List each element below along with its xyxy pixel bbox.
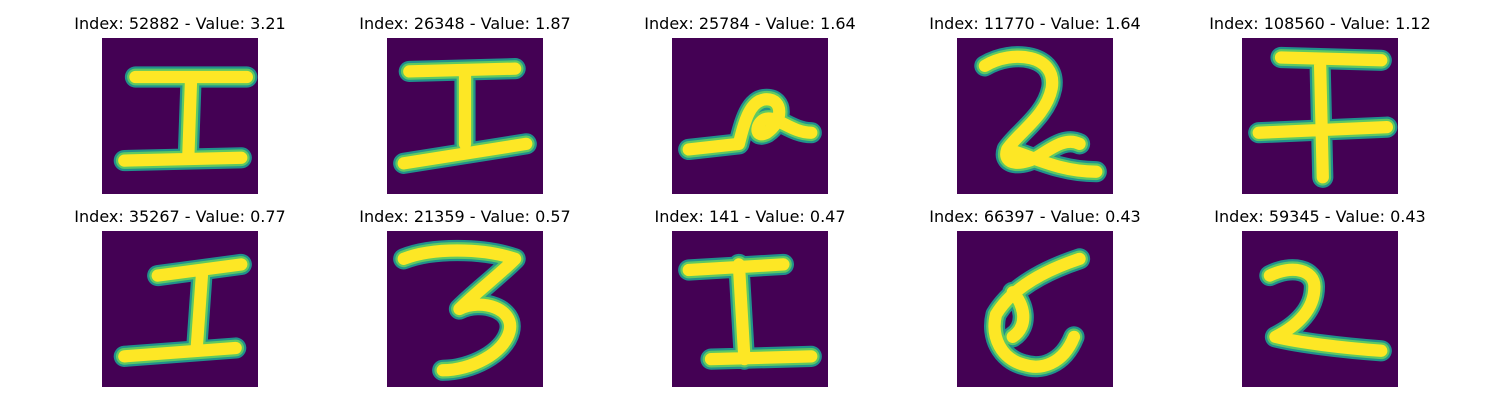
panel-title: Index: 11770 - Value: 1.64 <box>929 14 1141 33</box>
digit-panel-7: Index: 21359 - Value: 0.57 <box>335 205 595 395</box>
digit-image-3 <box>672 38 828 194</box>
panel-title: Index: 59345 - Value: 0.43 <box>1214 207 1426 226</box>
digit-image-4 <box>957 38 1113 194</box>
panel-title: Index: 25784 - Value: 1.64 <box>644 14 856 33</box>
digit-panel-4: Index: 11770 - Value: 1.64 <box>905 12 1165 202</box>
digit-panel-10: Index: 59345 - Value: 0.43 <box>1190 205 1450 395</box>
digit-image-8 <box>672 231 828 387</box>
digit-image-9 <box>957 231 1113 387</box>
digit-panel-6: Index: 35267 - Value: 0.77 <box>50 205 310 395</box>
panel-title: Index: 26348 - Value: 1.87 <box>359 14 571 33</box>
panel-title: Index: 141 - Value: 0.47 <box>654 207 846 226</box>
digit-panel-3: Index: 25784 - Value: 1.64 <box>620 12 880 202</box>
digit-panel-9: Index: 66397 - Value: 0.43 <box>905 205 1165 395</box>
digit-panel-2: Index: 26348 - Value: 1.87 <box>335 12 595 202</box>
digit-image-6 <box>102 231 258 387</box>
digit-image-7 <box>387 231 543 387</box>
panel-title: Index: 108560 - Value: 1.12 <box>1209 14 1431 33</box>
digit-panel-5: Index: 108560 - Value: 1.12 <box>1190 12 1450 202</box>
digit-image-5 <box>1242 38 1398 194</box>
digit-panel-1: Index: 52882 - Value: 3.21 <box>50 12 310 202</box>
panel-title: Index: 52882 - Value: 3.21 <box>74 14 286 33</box>
panel-title: Index: 66397 - Value: 0.43 <box>929 207 1141 226</box>
digit-image-10 <box>1242 231 1398 387</box>
panel-title: Index: 21359 - Value: 0.57 <box>359 207 571 226</box>
digit-image-1 <box>102 38 258 194</box>
digit-image-2 <box>387 38 543 194</box>
digit-panel-8: Index: 141 - Value: 0.47 <box>620 205 880 395</box>
panel-title: Index: 35267 - Value: 0.77 <box>74 207 286 226</box>
